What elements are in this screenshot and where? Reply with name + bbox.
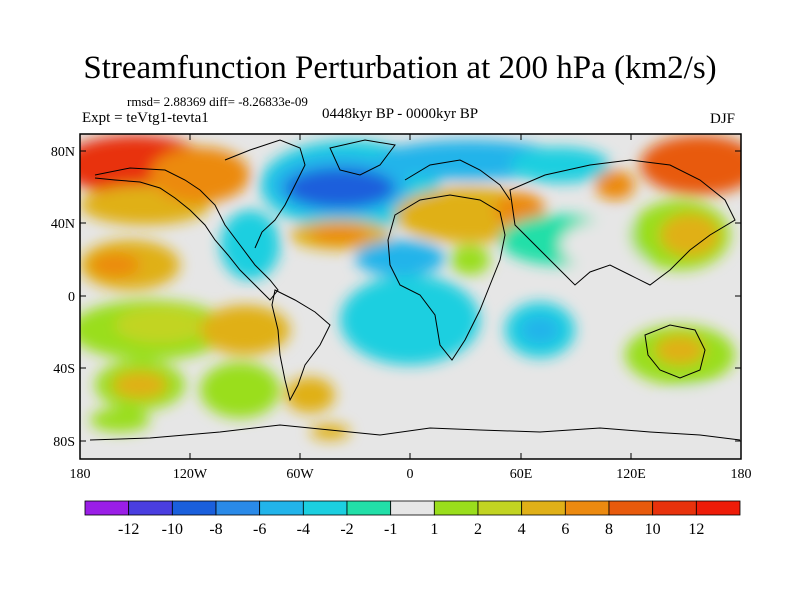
lon-ticks: [189, 134, 632, 459]
colorbar-swatch: [128, 500, 173, 516]
lon-label: 60W: [286, 467, 314, 482]
colorbar-label: 10: [645, 521, 661, 538]
colorbar-label: 2: [474, 521, 482, 538]
colorbar-label: -6: [253, 521, 266, 538]
lat-ticks: [80, 150, 741, 442]
lat-label: 40S: [53, 362, 75, 377]
colorbar-labels: -12 -10 -8 -6 -4 -2 -1 1 2 4 6 8 10 12: [118, 521, 704, 538]
colorbar-swatch: [608, 500, 654, 516]
lon-label: 120E: [616, 467, 646, 482]
coastlines: [89, 139, 741, 441]
colorbar-label: 1: [430, 521, 438, 538]
lat-label: 80N: [51, 145, 75, 160]
lon-label: 60E: [510, 467, 533, 482]
colorbar-label: 8: [605, 521, 613, 538]
colorbar-swatch: [521, 500, 566, 516]
lon-labels: 180 120W 60W 0 60E 120E 180: [70, 467, 752, 482]
lon-label: 180: [70, 467, 91, 482]
lat-label: 80S: [53, 435, 75, 450]
colorbar-label: -4: [297, 521, 310, 538]
colorbar-swatch: [84, 500, 130, 516]
colorbar-swatch: [477, 500, 523, 516]
colorbar-swatch: [652, 500, 697, 516]
colorbar-swatch: [302, 500, 348, 516]
chart-title: Streamfunction Perturbation at 200 hPa (…: [83, 50, 717, 86]
colorbar-label: 12: [688, 521, 704, 538]
colorbar-swatch: [564, 500, 610, 516]
experiment-label: Expt = teVtg1-tevta1: [82, 110, 209, 126]
colorbar-swatch: [346, 500, 392, 516]
season-label: DJF: [710, 111, 736, 127]
colorbar: [84, 500, 741, 516]
colorbar-label: -2: [340, 521, 353, 538]
lat-label: 40N: [51, 217, 75, 232]
colorbar-label: -1: [384, 521, 397, 538]
lat-label: 0: [68, 290, 75, 305]
contour-field: [80, 134, 741, 459]
colorbar-label: 4: [518, 521, 526, 538]
period-label: 0448kyr BP - 0000kyr BP: [322, 106, 479, 122]
lat-labels: 80N 40N 0 40S 80S: [51, 145, 75, 450]
colorbar-swatch: [259, 500, 304, 516]
colorbar-label: -8: [209, 521, 222, 538]
colorbar-swatch: [215, 500, 261, 516]
colorbar-swatch: [390, 500, 435, 516]
lon-label: 180: [731, 467, 752, 482]
lon-label: 120W: [173, 467, 208, 482]
colorbar-swatch: [433, 500, 479, 516]
lon-label: 0: [407, 467, 414, 482]
stats-text: rmsd= 2.88369 diff= -8.26833e-09: [127, 94, 308, 109]
colorbar-swatch: [171, 500, 217, 516]
colorbar-label: -12: [118, 521, 139, 538]
colorbar-label: 6: [561, 521, 569, 538]
colorbar-label: -10: [162, 521, 183, 538]
colorbar-swatch: [695, 500, 741, 516]
